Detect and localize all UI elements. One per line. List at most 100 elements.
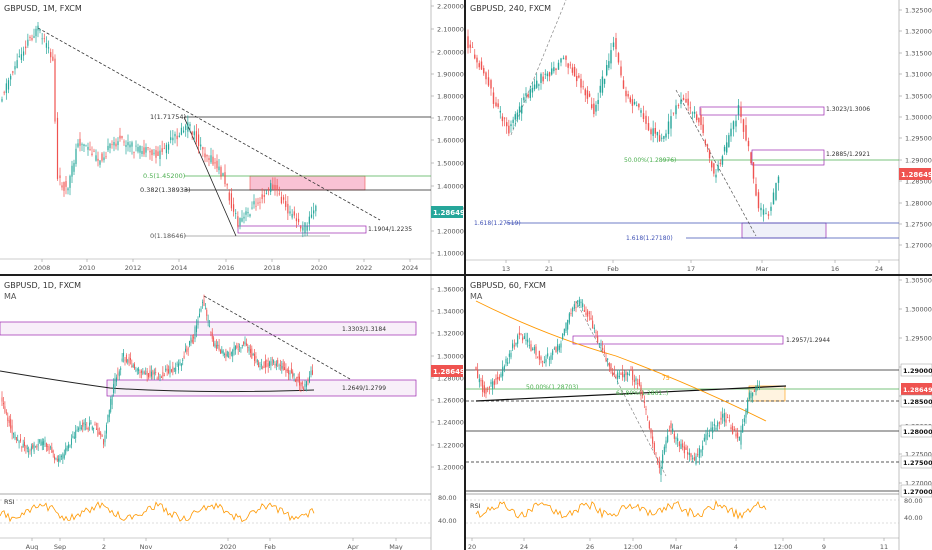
candle-body: [290, 368, 292, 374]
candle-body: [107, 414, 109, 423]
chart-panel-1h[interactable]: 1.30500 1.30000 1.29500 1.29000 1.28500 1.280…: [466, 276, 932, 550]
candle-body: [43, 441, 45, 445]
candle-body: [625, 90, 627, 97]
candle-body: [697, 454, 699, 456]
candle-body: [127, 360, 129, 362]
candle-body: [302, 227, 304, 231]
candle-body: [18, 440, 20, 444]
candle-body: [490, 80, 492, 89]
candle-body: [755, 386, 757, 392]
candle-body: [274, 184, 276, 191]
candle-body: [130, 357, 131, 361]
1h-chart-canvas[interactable]: 1.30500 1.30000 1.29500 1.29000 1.28500 1.280…: [466, 276, 932, 550]
candle-body: [490, 381, 492, 385]
candle-body: [70, 438, 72, 445]
candle-body: [608, 61, 610, 68]
candle-body: [33, 36, 35, 38]
time-tick-label: 2008: [34, 264, 51, 272]
candle-body: [745, 125, 747, 141]
chart-panel-monthly[interactable]: 2.20000 2.10000 2.00000 1.90000 1.80000 1.700…: [0, 0, 464, 274]
price-tick-label: 1.31500: [905, 50, 932, 58]
candle-body: [738, 436, 740, 441]
4h-chart-canvas[interactable]: 1.32500 1.32000 1.31500 1.31000 1.30500 1.300…: [466, 0, 932, 274]
candle-body: [176, 135, 178, 140]
candle-body: [643, 401, 645, 404]
candle-body: [631, 99, 634, 106]
candle-body: [713, 163, 715, 174]
candle-body: [233, 346, 235, 351]
candle-body: [485, 72, 487, 80]
price-tick-label: 1.32000: [437, 330, 464, 338]
candle-body: [582, 303, 584, 307]
candle-body: [309, 376, 310, 383]
candle-body: [720, 417, 722, 420]
candle-body: [193, 336, 195, 339]
candle-body: [722, 414, 724, 418]
candle-body: [685, 447, 687, 451]
candle-body: [710, 427, 712, 432]
candle-body: [187, 122, 189, 132]
candle-body: [13, 433, 15, 435]
price-tick-label: 1.28000: [905, 200, 932, 208]
candle-body: [558, 345, 560, 350]
panel-divider-horizontal[interactable]: [0, 274, 932, 276]
candle-body: [270, 361, 272, 366]
candle-body: [293, 373, 295, 376]
candle-body: [103, 439, 105, 445]
candle-body: [602, 347, 604, 351]
candle-body: [632, 369, 634, 380]
candle-body: [80, 427, 82, 430]
candle-body: [630, 369, 632, 371]
candle-body: [613, 372, 615, 374]
price-tick-label: 1.24000: [437, 419, 464, 427]
candle-body: [203, 299, 205, 306]
candle-body: [620, 66, 622, 76]
candle-body: [289, 373, 291, 375]
candle-body: [654, 128, 656, 134]
candle-body: [33, 443, 35, 452]
candle-body: [727, 417, 729, 418]
fib-annotation: 75: [662, 375, 670, 382]
candle-body: [145, 372, 147, 374]
candle-body: [14, 434, 16, 439]
candle-body: [236, 345, 238, 348]
daily-chart-canvas[interactable]: 1.36000 1.34000 1.32000 1.30000 1.28000 1.260…: [0, 276, 464, 550]
candle-body: [259, 365, 261, 367]
candle-body: [560, 343, 562, 348]
candle-body: [588, 93, 591, 97]
price-tick-label: 1.10000: [437, 250, 464, 258]
candle-body: [665, 133, 667, 138]
candle-body: [627, 372, 629, 376]
candle-body: [770, 206, 772, 211]
candle-body: [700, 115, 702, 126]
candle-body: [200, 144, 202, 147]
candle-body: [501, 116, 504, 122]
candle-body: [189, 341, 190, 346]
candle-body: [540, 73, 542, 83]
candle-body: [206, 309, 208, 316]
candle-body: [492, 381, 494, 389]
candle-body: [575, 307, 577, 309]
candle-body: [757, 192, 760, 209]
candle-body: [89, 422, 90, 426]
candle-body: [134, 364, 135, 369]
fib-diagonal: [183, 116, 237, 237]
candle-body: [250, 349, 251, 353]
candle-body: [143, 372, 145, 374]
time-tick-label: Feb: [264, 543, 276, 550]
candle-body: [105, 156, 107, 158]
candle-body: [232, 204, 235, 212]
candle-body: [525, 93, 527, 96]
candle-body: [183, 355, 185, 359]
candle-body: [241, 218, 243, 222]
candle-body: [306, 381, 307, 387]
candle-body: [260, 364, 262, 366]
candle-body: [248, 347, 250, 352]
candle-body: [159, 375, 161, 379]
monthly-chart-canvas[interactable]: 2.20000 2.10000 2.00000 1.90000 1.80000 1.700…: [0, 0, 464, 274]
candle-body: [218, 166, 220, 171]
chart-panel-4h[interactable]: 1.32500 1.32000 1.31500 1.31000 1.30500 1.300…: [466, 0, 932, 274]
candle-body: [495, 378, 497, 380]
chart-panel-daily[interactable]: 1.36000 1.34000 1.32000 1.30000 1.28000 1.260…: [0, 276, 464, 550]
candle-body: [571, 67, 574, 73]
